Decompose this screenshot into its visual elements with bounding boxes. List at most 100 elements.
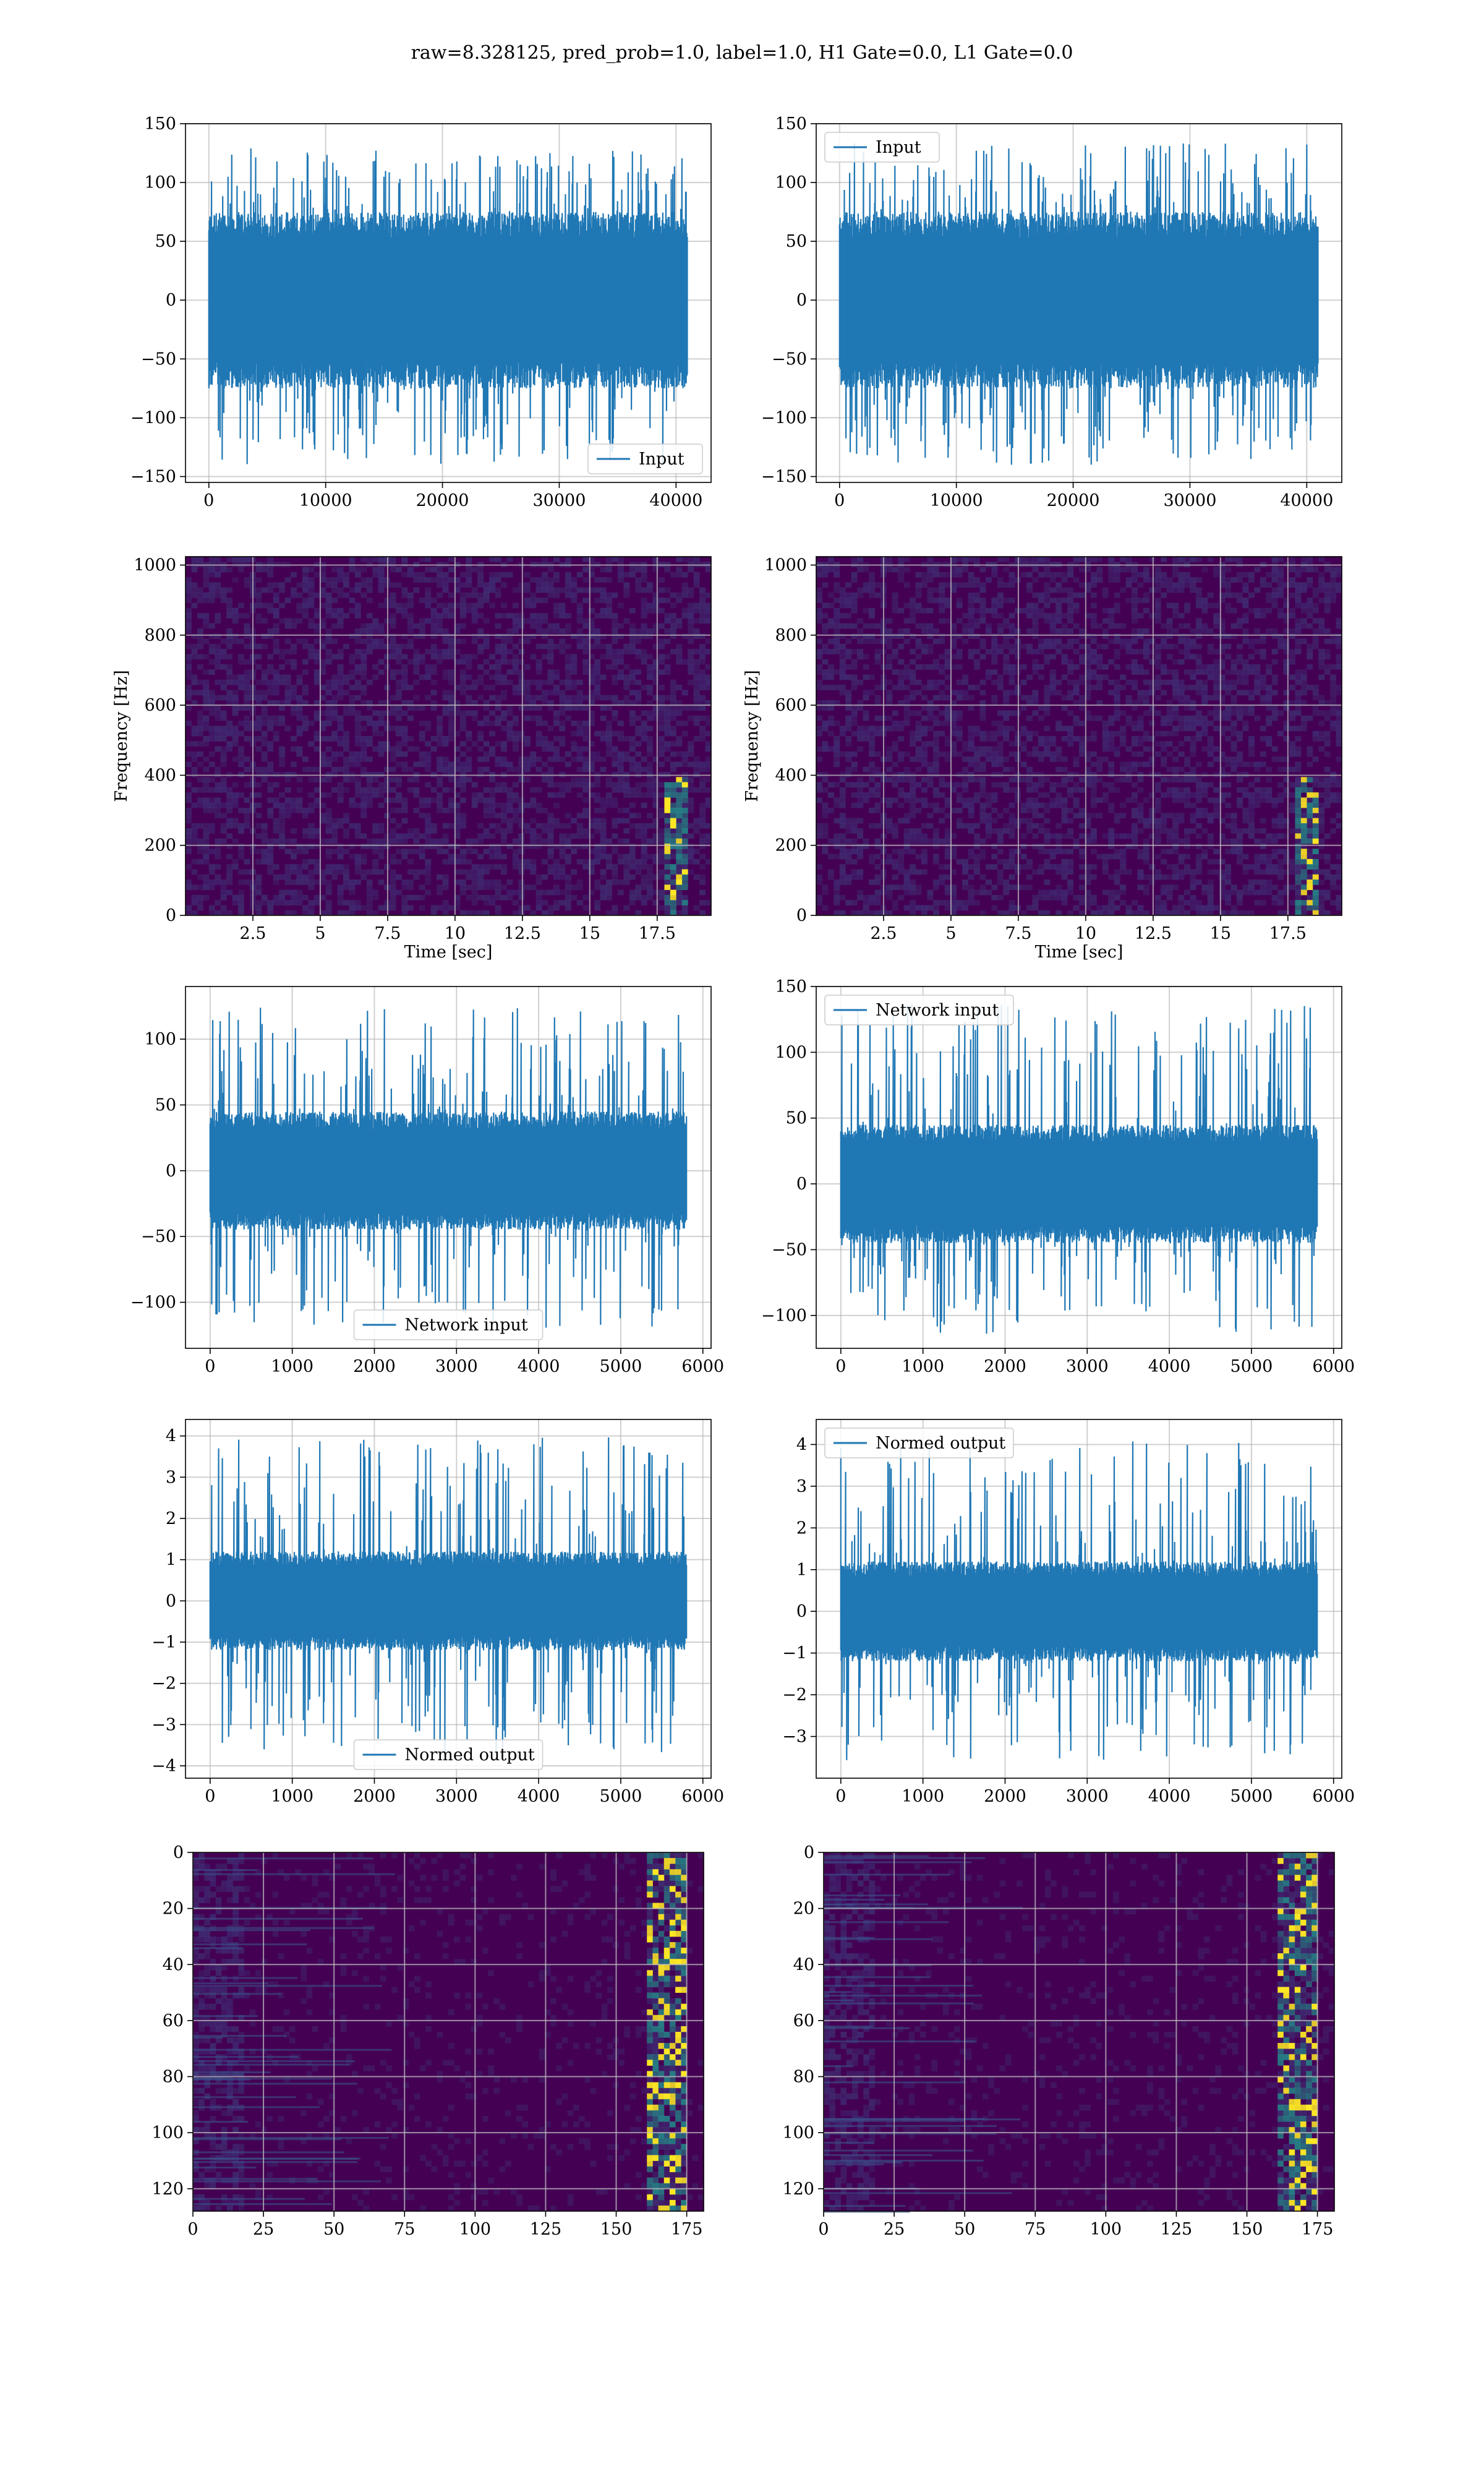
- y-tick-label: 200: [144, 836, 176, 855]
- series-body: [208, 238, 688, 362]
- chart-p10: 0 25 50 75 100 125 150 175 0 20 40 60 80 100 120: [782, 1843, 1335, 2239]
- x-tick-label: 30000: [532, 491, 586, 510]
- x-tick-label: 175: [671, 2220, 703, 2239]
- y-tick-label: 0: [166, 1591, 176, 1611]
- ticks: 0 1000 2000 3000 4000 5000 6000 −4 −3 −2 −1 0 1 2 3 4: [151, 1427, 724, 1806]
- y-tick-label: 0: [173, 1843, 184, 1862]
- y-tick-label: 400: [144, 766, 176, 785]
- y-tick-label: 600: [144, 696, 176, 715]
- legend: Network input: [353, 1309, 544, 1340]
- y-tick-label: 200: [775, 836, 807, 855]
- x-axis-label: Time [sec]: [404, 943, 493, 962]
- legend: Input: [824, 132, 940, 163]
- y-axis-label: Frequency [Hz]: [743, 670, 762, 802]
- x-tick-label: 5000: [1230, 1787, 1273, 1806]
- y-tick-label: −1: [151, 1633, 176, 1652]
- x-tick-label: 10: [445, 924, 466, 943]
- y-tick-label: −100: [761, 408, 807, 427]
- legend-label: Input: [876, 138, 921, 157]
- x-tick-label: 5000: [1230, 1357, 1273, 1376]
- y-tick-label: 2: [166, 1509, 176, 1528]
- heatmap-cells: [186, 557, 712, 916]
- chart-p4: 2.5 5 7.5 10 12.5 15 17.5 0 200 400 600 800 1000 Time…: [743, 556, 1342, 962]
- y-tick-label: 1000: [764, 556, 807, 575]
- y-tick-label: 0: [796, 291, 807, 310]
- y-tick-label: 80: [163, 2068, 184, 2087]
- x-tick-label: 25: [884, 2220, 905, 2239]
- x-tick-label: 0: [203, 491, 214, 510]
- y-tick-label: 100: [151, 2123, 184, 2142]
- x-tick-label: 40000: [1280, 491, 1333, 510]
- y-tick-label: 100: [782, 2123, 814, 2142]
- x-tick-label: 15: [579, 924, 600, 943]
- y-tick-label: 100: [775, 173, 807, 192]
- x-tick-label: 0: [187, 2220, 198, 2239]
- x-tick-label: 0: [205, 1357, 215, 1376]
- x-tick-label: 3000: [435, 1787, 478, 1806]
- legend-label: Network input: [405, 1316, 528, 1335]
- x-tick-label: 2000: [984, 1357, 1026, 1376]
- legend: Normed output: [824, 1427, 1014, 1458]
- series-body: [839, 238, 1318, 362]
- x-tick-label: 100: [1090, 2220, 1122, 2239]
- x-axis-label: Time [sec]: [1035, 943, 1124, 962]
- x-tick-label: 175: [1302, 2220, 1334, 2239]
- axes-frame: [816, 123, 1342, 483]
- x-tick-label: 25: [253, 2220, 274, 2239]
- x-tick-label: 17.5: [639, 924, 676, 943]
- axes-frame: [185, 556, 712, 916]
- x-tick-label: 3000: [435, 1357, 478, 1376]
- y-tick-label: 60: [163, 2011, 184, 2031]
- x-tick-label: 0: [818, 2220, 829, 2239]
- x-tick-label: 12.5: [504, 924, 541, 943]
- y-tick-label: −2: [151, 1674, 176, 1693]
- chart-p6: 0 1000 2000 3000 4000 5000 6000 −100 −50 0 50 100 15…: [761, 977, 1355, 1376]
- ticks: 2.5 5 7.5 10 12.5 15 17.5 0 200 400 600 800 1000: [134, 556, 676, 943]
- y-tick-label: 150: [144, 114, 176, 134]
- y-tick-label: 2: [796, 1518, 807, 1538]
- chart-p7: 0 1000 2000 3000 4000 5000 6000 −4 −3 −2 −1 0 1 2 3 4 No…: [151, 1419, 724, 1806]
- y-tick-label: 40: [163, 1955, 184, 1974]
- y-tick-label: −3: [151, 1715, 176, 1734]
- y-tick-label: 800: [775, 626, 807, 645]
- x-tick-label: 2.5: [239, 924, 266, 943]
- x-tick-label: 3000: [1066, 1357, 1109, 1376]
- y-tick-label: −100: [130, 408, 176, 427]
- x-tick-label: 3000: [1066, 1787, 1109, 1806]
- x-tick-label: 50: [954, 2220, 975, 2239]
- y-tick-label: 120: [782, 2180, 814, 2199]
- x-tick-label: 125: [1161, 2220, 1193, 2239]
- y-tick-label: −100: [761, 1306, 807, 1325]
- x-tick-label: 2.5: [870, 924, 897, 943]
- x-tick-label: 2000: [353, 1787, 396, 1806]
- y-tick-label: 0: [804, 1843, 814, 1862]
- y-tick-label: 4: [166, 1427, 176, 1446]
- y-tick-label: 4: [796, 1435, 807, 1454]
- x-tick-label: 5000: [600, 1787, 642, 1806]
- x-tick-label: 100: [459, 2220, 492, 2239]
- ticks: 2.5 5 7.5 10 12.5 15 17.5 0 200 400 600 800 1000: [764, 556, 1307, 943]
- x-tick-label: 30000: [1163, 491, 1216, 510]
- x-tick-label: 1000: [271, 1357, 313, 1376]
- x-tick-label: 6000: [1312, 1787, 1355, 1806]
- y-axis-label: Frequency [Hz]: [112, 670, 131, 802]
- y-tick-label: −2: [782, 1685, 807, 1705]
- y-tick-label: 800: [144, 626, 176, 645]
- axes-frame: [823, 1852, 1335, 2212]
- x-tick-label: 4000: [518, 1357, 560, 1376]
- figure-title: raw=8.328125, pred_prob=1.0, label=1.0, …: [411, 42, 1073, 64]
- y-tick-label: 100: [144, 1030, 176, 1049]
- y-tick-label: −50: [772, 349, 807, 369]
- x-tick-label: 1000: [902, 1357, 944, 1376]
- x-tick-label: 4000: [1148, 1787, 1191, 1806]
- y-tick-label: −50: [141, 1227, 176, 1246]
- x-tick-label: 10000: [299, 491, 352, 510]
- legend-label: Normed output: [405, 1745, 535, 1765]
- legend: Normed output: [353, 1739, 544, 1770]
- axes-frame: [185, 1419, 712, 1779]
- x-tick-label: 1000: [902, 1787, 944, 1806]
- series-body: [840, 1576, 1318, 1646]
- y-tick-label: 100: [775, 1043, 807, 1062]
- x-tick-label: 0: [205, 1787, 215, 1806]
